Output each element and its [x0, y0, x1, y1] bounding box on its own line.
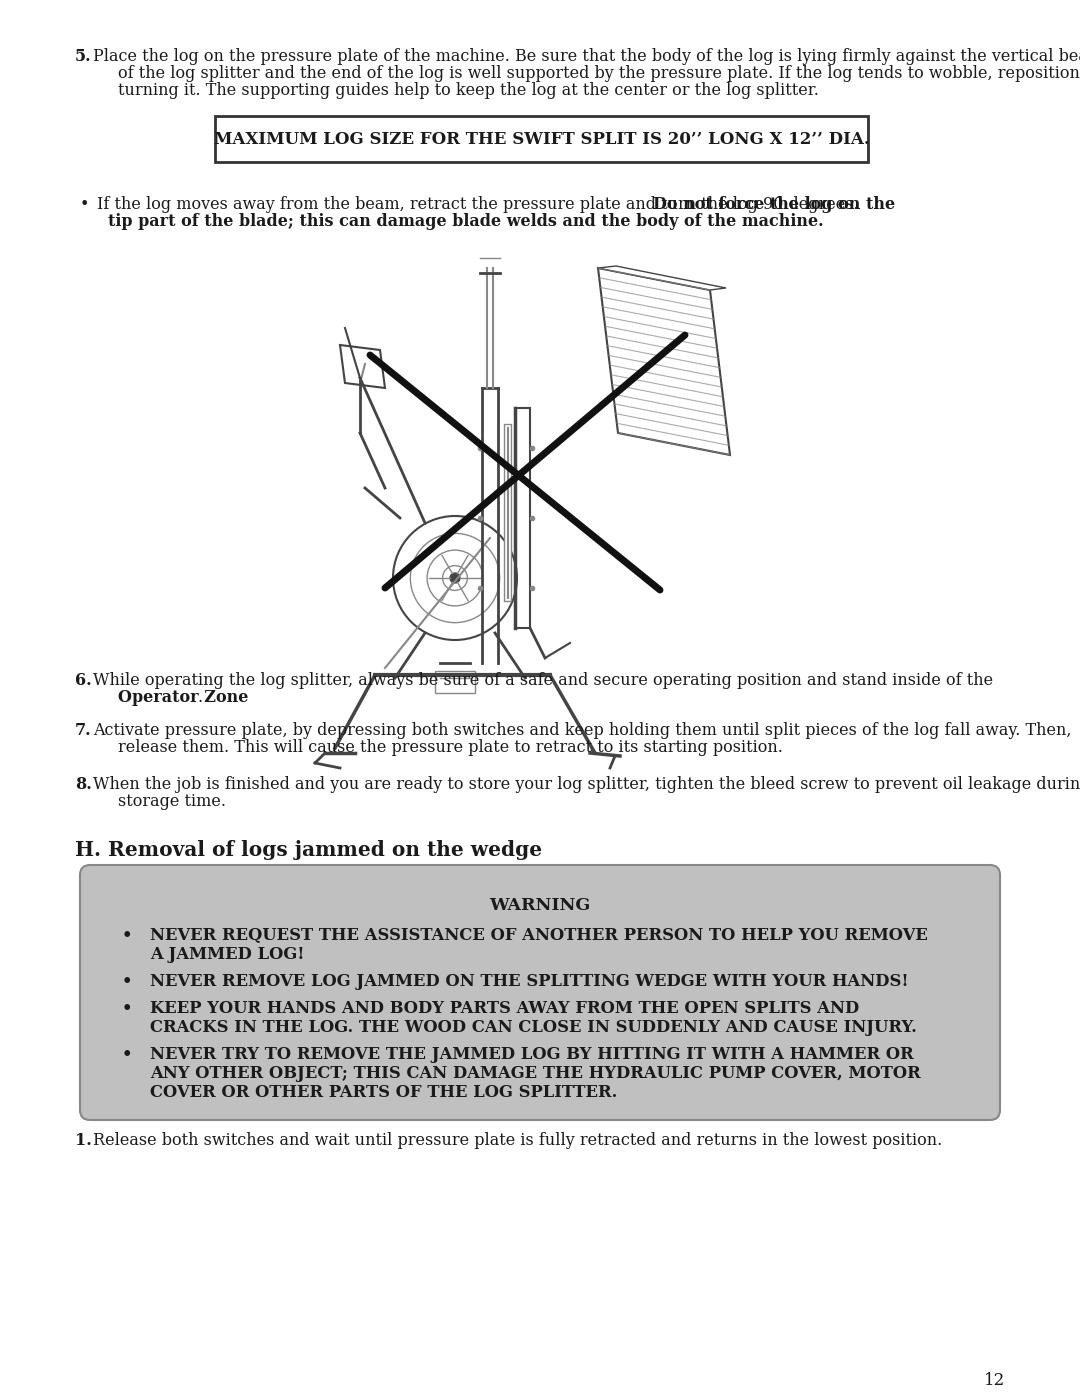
Bar: [435, 671, 475, 693]
Text: H. Removal of logs jammed on the wedge: H. Removal of logs jammed on the wedge: [75, 840, 542, 861]
Text: COVER OR OTHER PARTS OF THE LOG SPLITTER.: COVER OR OTHER PARTS OF THE LOG SPLITTER…: [150, 1084, 618, 1101]
Text: Operator Zone: Operator Zone: [118, 689, 248, 705]
Text: 8.: 8.: [75, 775, 92, 793]
Text: 7.: 7.: [75, 722, 92, 739]
Text: 5.: 5.: [75, 47, 92, 66]
Circle shape: [450, 573, 460, 583]
Text: •: •: [122, 1046, 133, 1063]
Text: ANY OTHER OBJECT; THIS CAN DAMAGE THE HYDRAULIC PUMP COVER, MOTOR: ANY OTHER OBJECT; THIS CAN DAMAGE THE HY…: [150, 1065, 921, 1083]
Text: When the job is finished and you are ready to store your log splitter, tighten t: When the job is finished and you are rea…: [93, 775, 1080, 793]
Text: WARNING: WARNING: [489, 897, 591, 914]
Polygon shape: [598, 265, 726, 291]
Bar: [215, 116, 868, 162]
Text: NEVER TRY TO REMOVE THE JAMMED LOG BY HITTING IT WITH A HAMMER OR: NEVER TRY TO REMOVE THE JAMMED LOG BY HI…: [150, 1046, 914, 1063]
Text: NEVER REQUEST THE ASSISTANCE OF ANOTHER PERSON TO HELP YOU REMOVE: NEVER REQUEST THE ASSISTANCE OF ANOTHER …: [150, 928, 928, 944]
Text: turning it. The supporting guides help to keep the log at the center or the log : turning it. The supporting guides help t…: [118, 82, 819, 99]
Text: tip part of the blade; this can damage blade welds and the body of the machine.: tip part of the blade; this can damage b…: [108, 212, 824, 231]
Text: •: •: [80, 196, 90, 212]
Text: A JAMMED LOG!: A JAMMED LOG!: [150, 946, 305, 963]
Text: If the log moves away from the beam, retract the pressure plate and turn the log: If the log moves away from the beam, ret…: [97, 196, 864, 212]
Text: of the log splitter and the end of the log is well supported by the pressure pla: of the log splitter and the end of the l…: [118, 66, 1080, 82]
Text: Do not force the log on the: Do not force the log on the: [653, 196, 895, 212]
Text: Place the log on the pressure plate of the machine. Be sure that the body of the: Place the log on the pressure plate of t…: [93, 47, 1080, 66]
Text: •: •: [122, 1000, 133, 1017]
Text: MAXIMUM LOG SIZE FOR THE SWIFT SPLIT IS 20’’ LONG X 12’’ DIA.: MAXIMUM LOG SIZE FOR THE SWIFT SPLIT IS …: [214, 130, 869, 148]
Text: While operating the log splitter, always be sure of a safe and secure operating : While operating the log splitter, always…: [93, 672, 994, 689]
FancyBboxPatch shape: [80, 865, 1000, 1120]
Text: KEEP YOUR HANDS AND BODY PARTS AWAY FROM THE OPEN SPLITS AND: KEEP YOUR HANDS AND BODY PARTS AWAY FROM…: [150, 1000, 860, 1017]
Text: CRACKS IN THE LOG. THE WOOD CAN CLOSE IN SUDDENLY AND CAUSE INJURY.: CRACKS IN THE LOG. THE WOOD CAN CLOSE IN…: [150, 1018, 917, 1037]
Text: storage time.: storage time.: [118, 793, 226, 810]
Text: NEVER REMOVE LOG JAMMED ON THE SPLITTING WEDGE WITH YOUR HANDS!: NEVER REMOVE LOG JAMMED ON THE SPLITTING…: [150, 972, 908, 990]
Text: •: •: [122, 972, 133, 990]
Text: 12: 12: [984, 1372, 1005, 1389]
Text: •: •: [122, 928, 133, 944]
Text: 1.: 1.: [75, 1132, 92, 1148]
Text: .: .: [198, 689, 203, 705]
Text: Release both switches and wait until pressure plate is fully retracted and retur: Release both switches and wait until pre…: [93, 1132, 942, 1148]
Polygon shape: [340, 345, 384, 388]
Text: Activate pressure plate, by depressing both switches and keep holding them until: Activate pressure plate, by depressing b…: [93, 722, 1071, 739]
Text: 6.: 6.: [75, 672, 92, 689]
Text: release them. This will cause the pressure plate to retract to its starting posi: release them. This will cause the pressu…: [118, 739, 783, 756]
